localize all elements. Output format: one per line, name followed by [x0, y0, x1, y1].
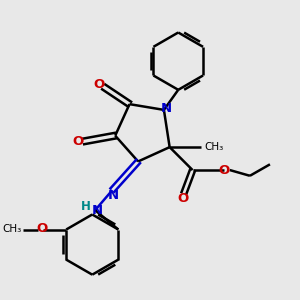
Text: N: N [161, 102, 172, 115]
Text: H: H [81, 200, 91, 213]
Text: O: O [177, 192, 188, 205]
Text: N: N [92, 204, 103, 217]
Text: N: N [108, 189, 119, 202]
Text: CH₃: CH₃ [2, 224, 22, 234]
Text: O: O [218, 164, 230, 177]
Text: O: O [93, 78, 104, 91]
Text: O: O [36, 223, 47, 236]
Text: CH₃: CH₃ [204, 142, 223, 152]
Text: O: O [72, 135, 84, 148]
